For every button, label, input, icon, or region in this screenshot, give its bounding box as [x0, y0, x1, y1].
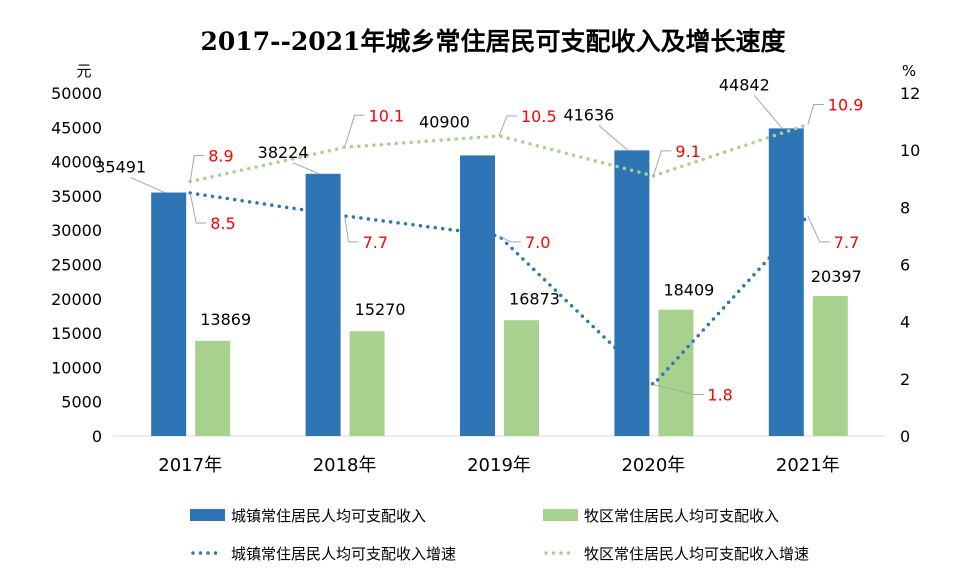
right-tick-label: 4: [900, 313, 910, 332]
leader-line: [189, 192, 207, 224]
bar-urban: [305, 173, 341, 436]
left-axis-unit: 元: [76, 62, 91, 80]
chart-title: 2017--2021年城乡常住居民可支配收入及增长速度: [201, 27, 786, 56]
bar-urban: [151, 192, 187, 436]
leader-line: [130, 177, 165, 193]
rural-growth-value: 10.5: [521, 107, 557, 126]
left-tick-label: 45000: [51, 118, 102, 137]
leader-line: [189, 155, 205, 182]
urban-bar-value: 38224: [258, 143, 309, 162]
urban-bar-value: 40900: [419, 112, 470, 131]
leader-line: [498, 235, 521, 243]
legend-swatch-0: [190, 509, 225, 521]
leader-line: [344, 215, 359, 243]
rural-growth-value: 10.1: [369, 106, 405, 125]
line-urban-growth: [188, 191, 810, 388]
urban-growth-value: 7.7: [834, 233, 859, 252]
urban-growth-value: 1.8: [707, 386, 732, 405]
left-tick-label: 25000: [51, 256, 102, 275]
legend-label: 牧区常住居民人均可支配收入增速: [584, 545, 809, 563]
bar-rural: [658, 309, 694, 436]
right-tick-label: 6: [900, 256, 910, 275]
leader-line: [807, 103, 824, 125]
category-label: 2021年: [776, 455, 840, 476]
left-tick-label: 5000: [61, 393, 102, 412]
leader-line: [653, 384, 704, 396]
bar-urban: [614, 150, 650, 436]
rural-growth-value: 10.9: [828, 95, 864, 114]
left-tick-label: 10000: [51, 358, 102, 377]
legend-label: 城镇常住居民人均可支配收入增速: [231, 545, 456, 563]
bar-rural: [812, 296, 848, 436]
bar-rural: [349, 331, 385, 436]
legend-label: 牧区常住居民人均可支配收入: [584, 507, 779, 525]
rural-bar-value: 18409: [663, 281, 714, 300]
left-tick-label: 0: [92, 427, 102, 446]
urban-bar-value: 35491: [95, 158, 146, 177]
leader-line: [292, 162, 320, 175]
right-tick-label: 0: [900, 427, 910, 446]
left-tick-label: 40000: [51, 153, 102, 172]
rural-bar-value: 16873: [509, 289, 560, 308]
category-label: 2020年: [621, 455, 685, 476]
right-tick-label: 10: [900, 141, 920, 160]
left-tick-label: 50000: [51, 84, 102, 103]
leader-line: [652, 150, 672, 177]
urban-growth-value: 7.7: [363, 233, 388, 252]
urban-growth-value: 7.0: [525, 233, 550, 252]
left-tick-label: 20000: [51, 290, 102, 309]
rural-bar-value: 15270: [355, 300, 406, 319]
left-tick-label: 35000: [51, 187, 102, 206]
right-tick-label: 12: [900, 84, 920, 103]
urban-growth-value: 8.5: [210, 214, 235, 233]
bar-rural: [195, 340, 231, 436]
urban-bar-value: 41636: [563, 105, 614, 124]
leader-line: [753, 95, 783, 129]
legend-swatch-1: [543, 509, 578, 521]
legend-label: 城镇常住居民人均可支配收入: [231, 507, 426, 525]
right-axis-unit: %: [902, 62, 916, 80]
leader-line: [344, 114, 365, 148]
category-label: 2018年: [313, 455, 377, 476]
rural-growth-value: 9.1: [675, 142, 700, 161]
right-tick-label: 2: [900, 370, 910, 389]
bar-urban: [768, 128, 804, 436]
urban-bar-value: 44842: [719, 75, 770, 94]
right-tick-label: 8: [900, 198, 910, 217]
category-label: 2017年: [158, 455, 222, 476]
leader-line: [807, 215, 830, 243]
bar-rural: [504, 320, 539, 436]
rural-bar-value: 20397: [811, 267, 862, 286]
line-rural-growth: [188, 122, 810, 184]
bar-urban: [460, 155, 495, 436]
leader-line: [498, 115, 517, 137]
rural-growth-value: 8.9: [208, 147, 233, 166]
leader-line: [598, 124, 629, 151]
category-label: 2019年: [467, 455, 531, 476]
left-tick-label: 30000: [51, 221, 102, 240]
left-tick-label: 15000: [51, 324, 102, 343]
rural-bar-value: 13869: [200, 310, 251, 329]
